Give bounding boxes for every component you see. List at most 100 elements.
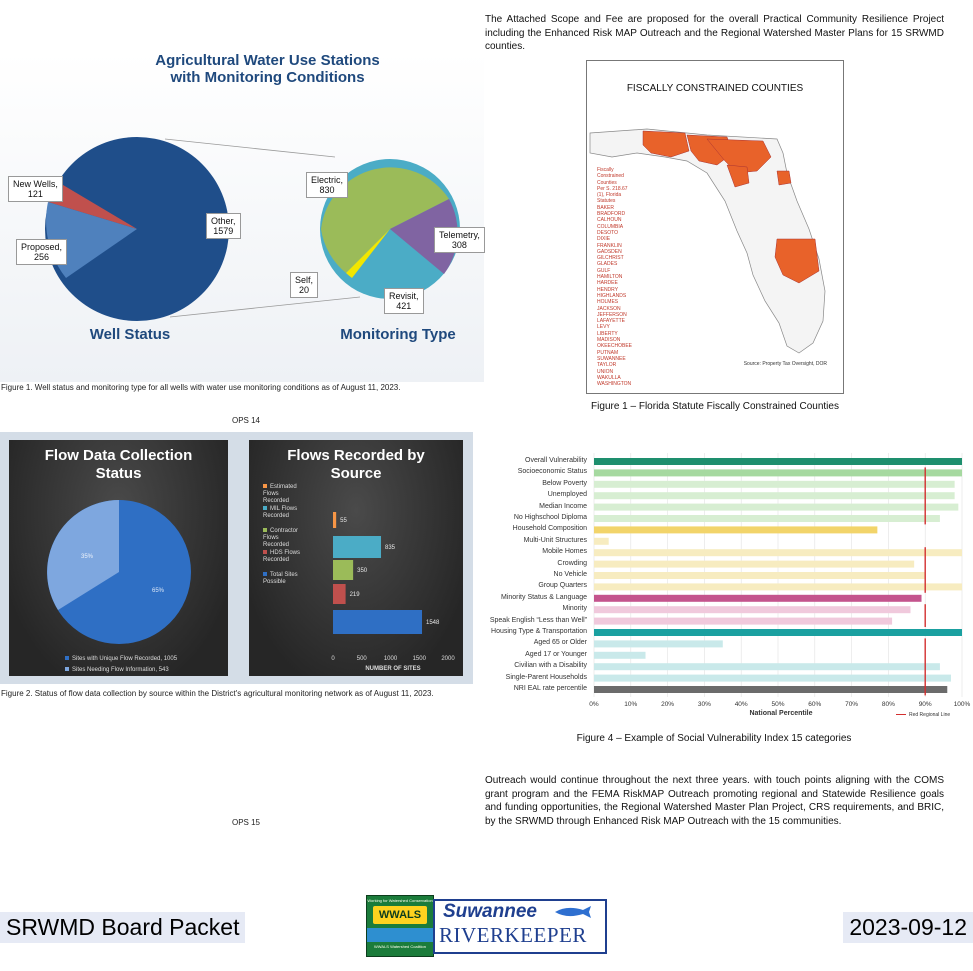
fish-icon — [555, 906, 591, 918]
svi-bar-20 — [594, 686, 948, 693]
county-item: CALHOUN — [597, 217, 622, 224]
svi-tick-9: 90% — [919, 701, 932, 708]
flow-tick-3: 1500 — [413, 656, 427, 662]
outro-paragraph: Outreach would continue throughout the n… — [485, 775, 944, 827]
footer-packet-label: SRWMD Board Packet — [0, 912, 246, 943]
connector-line-top — [164, 138, 336, 158]
flows-source-title: Flows Recorded by Source — [287, 447, 425, 482]
svi-label-5: No Highschool Diploma — [513, 514, 587, 521]
svi-bar-2 — [594, 480, 955, 488]
svi-label-1: Socioeconomic Status — [517, 468, 587, 476]
connector-line-bottom — [169, 296, 361, 318]
county-list-header-1: Constrained — [597, 173, 624, 180]
ag-water-use-figure: Agricultural Water Use Stations with Mon… — [0, 52, 485, 382]
pie-slice-proposed — [46, 202, 138, 278]
svi-bar-7 — [594, 537, 609, 545]
flow-bar-0 — [333, 512, 337, 528]
flow-legend-item-1: MIL Flows Recorded — [263, 506, 298, 519]
flow-bar-label-4: 1548 — [426, 620, 440, 626]
callout-self: Self, 20 — [290, 272, 319, 298]
ops15-label: OPS 15 — [231, 818, 260, 827]
county-list-header-0: Fiscally — [597, 167, 614, 173]
suwannee-riverkeeper-logo: Suwannee RIVERKEEPER — [433, 899, 607, 954]
figure2-caption: Figure 2. Status of flow data collection… — [1, 689, 434, 698]
flow-tick-1: 500 — [357, 656, 368, 662]
flow-pie-pct-a: 65% — [152, 588, 165, 594]
county-item: BRADFORD — [597, 211, 626, 218]
svi-bar-6 — [594, 526, 878, 534]
county-item: GADSDEN — [597, 248, 622, 255]
county-item: MADISON — [597, 337, 621, 344]
svi-label-19: Single-Parent Households — [505, 673, 587, 681]
wwals-water-graphic — [367, 928, 433, 942]
svi-tick-2: 20% — [661, 701, 674, 708]
flow-legend-item-3: HDS Flows Recorded — [263, 550, 301, 563]
svi-bar-11 — [594, 583, 962, 591]
county-cluster-south — [774, 238, 820, 284]
svi-label-14: Speak English “Less than Well” — [489, 616, 587, 624]
county-item: LIBERTY — [597, 330, 618, 337]
map-source: Source: Property Tax Oversight, DOR — [743, 361, 827, 367]
footer-date: 2023-09-12 — [843, 912, 973, 943]
svi-label-18: Civilian with a Disability — [514, 662, 587, 670]
flow-bar-label-2: 350 — [357, 568, 368, 574]
flow-bar-3 — [333, 584, 346, 604]
flow-pie-legend-a: Sites with Unique Flow Recorded, 1005 — [65, 656, 177, 663]
flow-status-panel: Flow Data Collection Status 65% 35% Site… — [9, 440, 228, 676]
county-item: LEVY — [597, 324, 610, 331]
svi-label-16: Aged 65 or Older — [533, 639, 587, 647]
map-caption: Figure 1 – Florida Statute Fiscally Cons… — [591, 401, 839, 412]
county-item: HOLMES — [597, 299, 619, 306]
flow-bar-2 — [333, 560, 354, 580]
county-list-header-5: Statutes — [597, 198, 616, 205]
flows-source-xlabel: NUMBER OF SITES — [365, 666, 421, 672]
county-item: BAKER — [597, 204, 614, 211]
svi-label-3: Unemployed — [547, 491, 587, 499]
flow-bar-1 — [333, 536, 382, 558]
flow-figure: Flow Data Collection Status 65% 35% Site… — [0, 432, 473, 684]
callout-other: Other, 1579 — [206, 213, 241, 239]
florida-map-frame: FISCALLY CONSTRAINED COUNTIES Fiscally Co… — [586, 60, 844, 394]
county-cluster-north — [706, 138, 772, 174]
county-list-header-2: Counties — [597, 179, 617, 186]
county-item: UNION — [597, 368, 614, 375]
callout-revisit: Revisit, 421 — [384, 288, 424, 314]
flow-status-title: Flow Data Collection Status — [44, 447, 193, 482]
svi-bars-svg: 0% 10% 20% 30% 40% 50% 60% 70% 80% 90% 100% — [589, 453, 971, 708]
svi-bar-10 — [594, 572, 926, 579]
county-item: LAFAYETTE — [597, 318, 625, 325]
svi-label-0: Overall Vulnerability — [525, 457, 587, 464]
svi-tick-1: 10% — [624, 701, 637, 708]
callout-electric: Electric, 830 — [306, 172, 349, 198]
county-list-header-4: (1), Florida — [597, 192, 622, 199]
svi-bar-9 — [594, 560, 915, 568]
county-item: PUTNAM — [597, 349, 619, 356]
svi-bar-15 — [594, 629, 962, 636]
svi-bar-18 — [594, 663, 940, 671]
flow-status-pie-svg: 65% 35% — [47, 500, 191, 644]
svi-bar-8 — [594, 549, 962, 557]
florida-map-svg — [589, 128, 826, 354]
svi-legend: Red Regional Line — [896, 712, 950, 718]
flow-legend-item-4: Total Sites Possible — [263, 572, 298, 585]
svi-label-2: Below Poverty — [542, 479, 587, 487]
flow-pie-slice-needing — [47, 500, 120, 610]
svi-bar-17 — [594, 651, 646, 659]
svi-bar-3 — [594, 492, 955, 500]
svi-tick-0: 0% — [589, 701, 599, 708]
pie-slice-electric-b — [321, 229, 390, 273]
svi-tick-5: 50% — [771, 701, 784, 708]
flow-pie-pct-b: 35% — [81, 554, 94, 560]
pie-slice-self — [346, 229, 390, 278]
flows-source-panel: Flows Recorded by Source Estimated Flows… — [249, 440, 463, 676]
svi-bar-13 — [594, 606, 911, 614]
flow-tick-4: 2000 — [441, 656, 455, 662]
ops14-label: OPS 14 — [231, 416, 260, 425]
svi-tick-7: 70% — [845, 701, 858, 708]
county-item: GILCHRIST — [597, 255, 624, 262]
svi-label-9: Crowding — [557, 559, 587, 567]
county-item: GLADES — [597, 261, 618, 268]
flow-tick-2: 1000 — [384, 656, 398, 662]
callout-telemetry: Telemetry, 308 — [434, 227, 485, 253]
svi-bar-14 — [594, 617, 893, 625]
